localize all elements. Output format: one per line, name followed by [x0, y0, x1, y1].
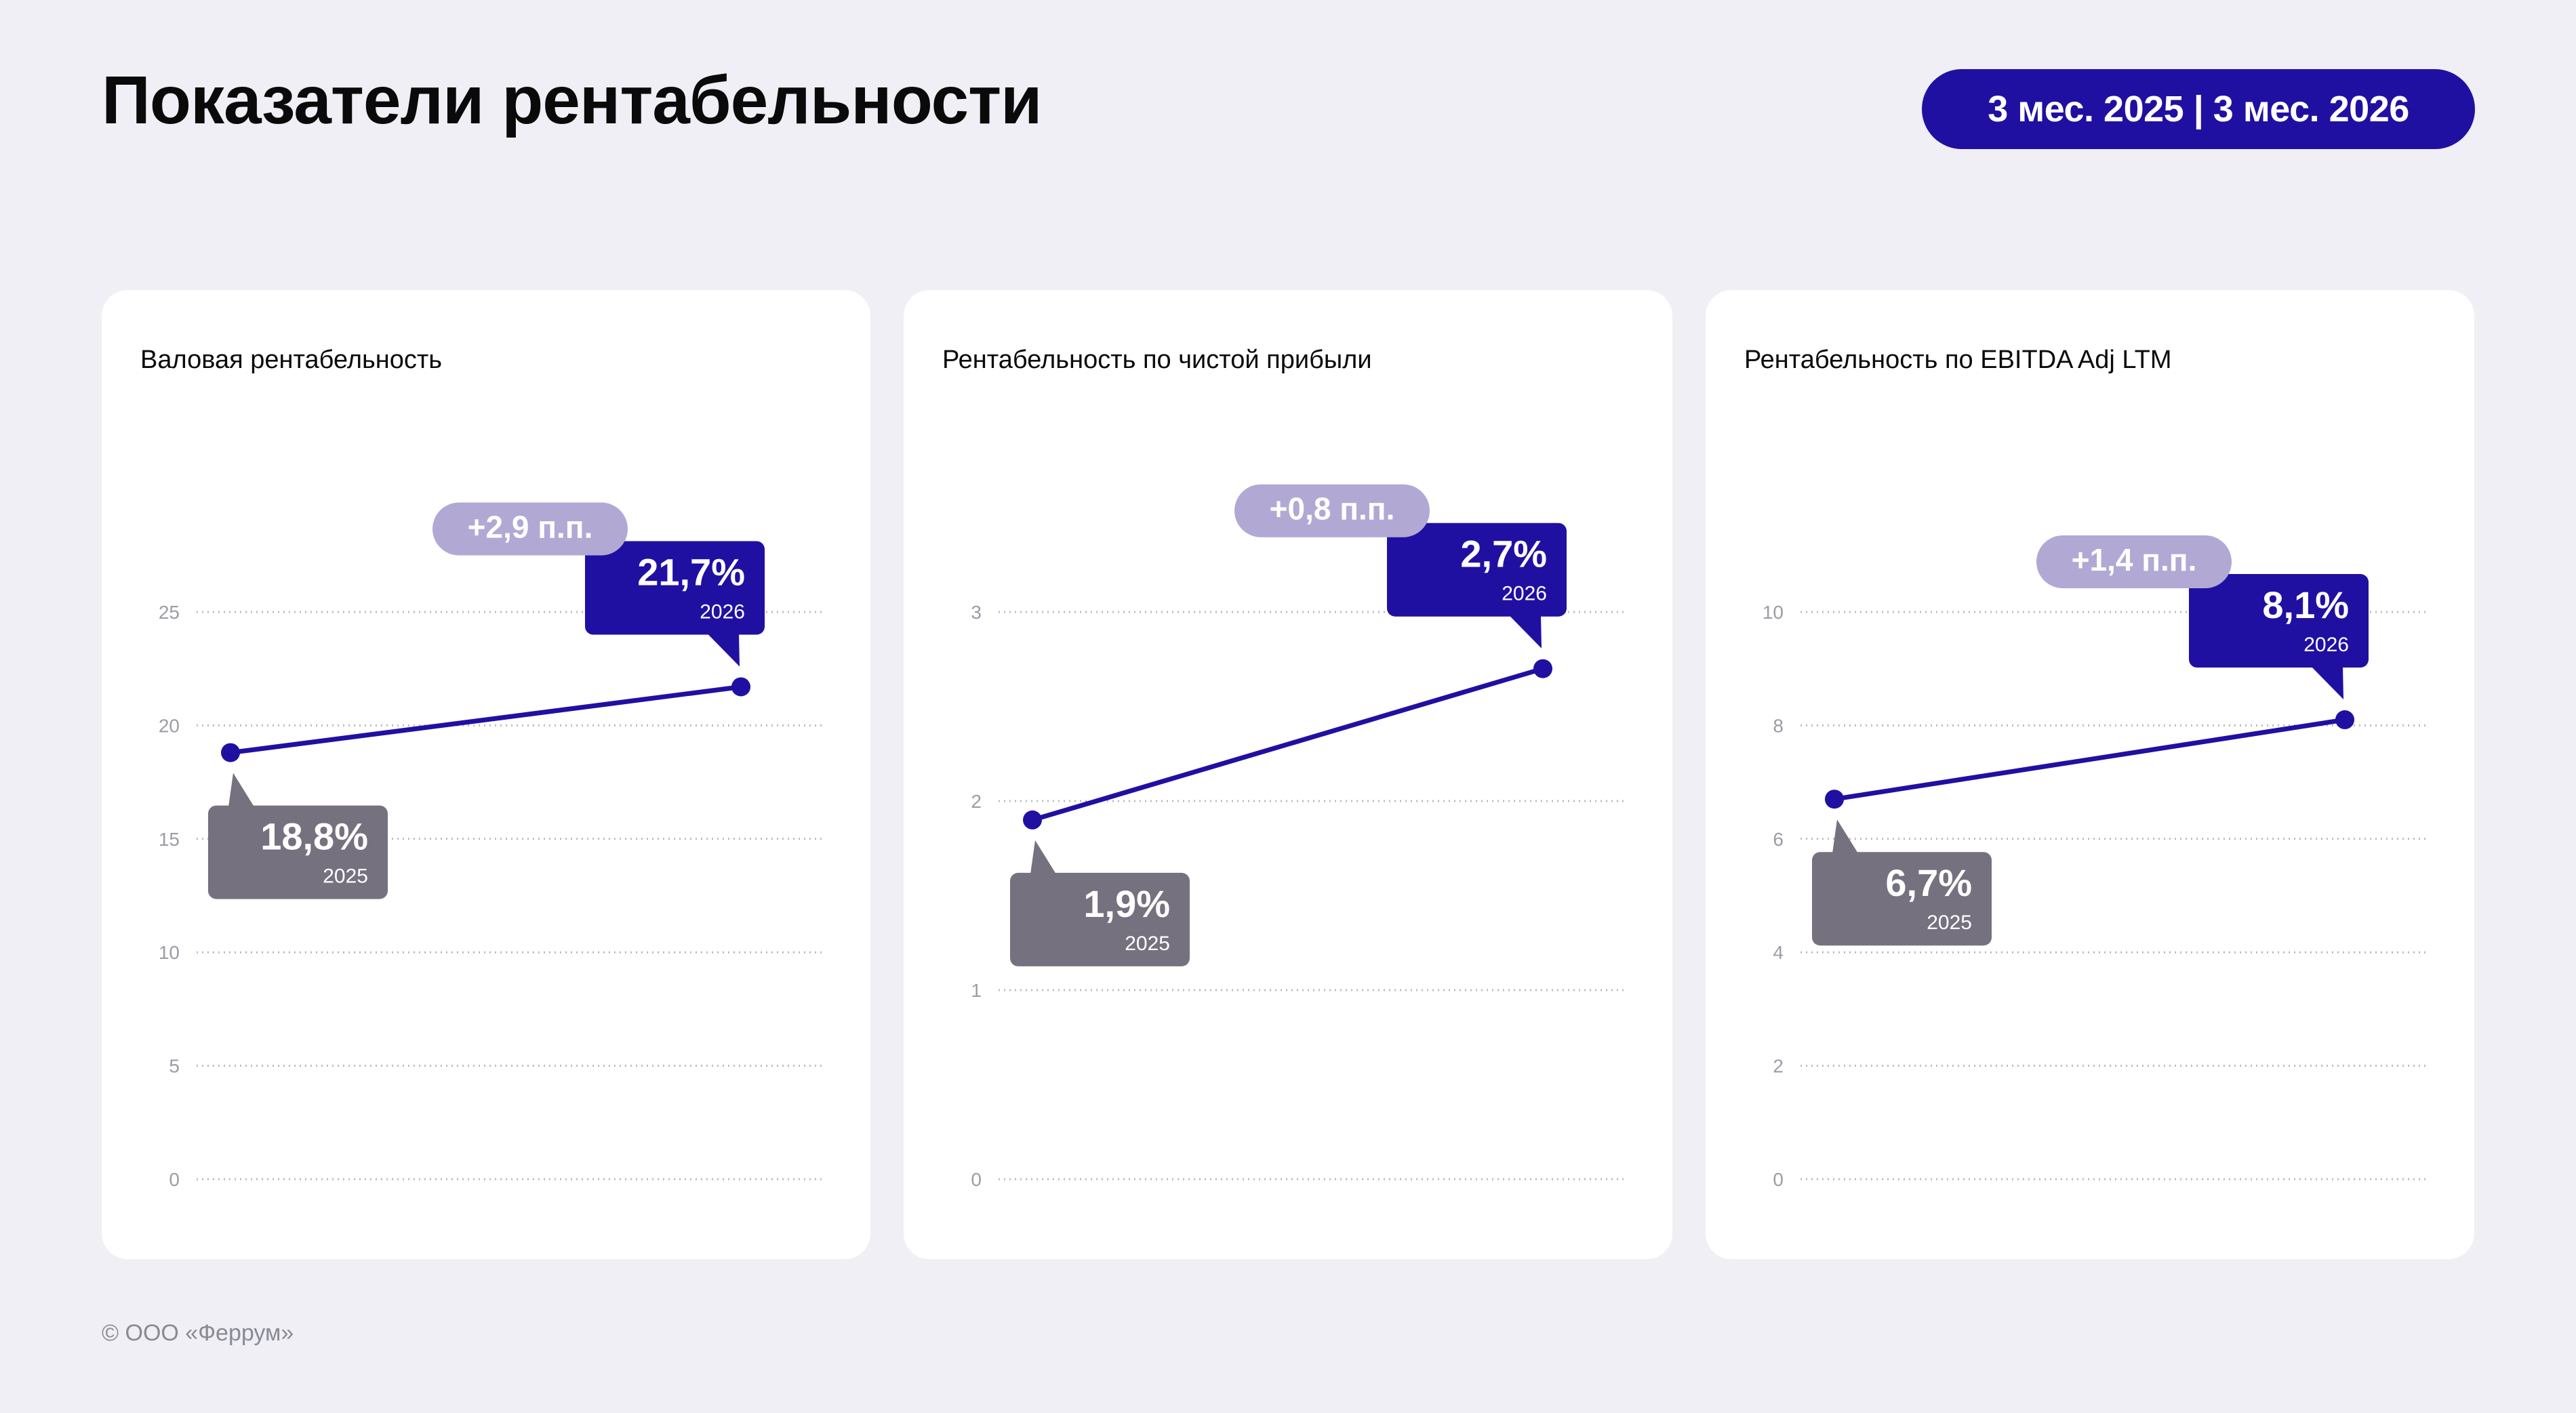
data-point-2026	[731, 677, 750, 697]
year-label-2025: 2025	[323, 865, 368, 888]
chart-svg: 0 2 4 6 8 10 6,7% 2025 8,1% 2026 +1,4 п.п.	[1763, 535, 2428, 1190]
callout-pointer	[2311, 666, 2343, 700]
y-tick-label: 2	[1773, 1056, 1784, 1077]
chart-card-ebitda-margin: Рентабельность по EBITDA Adj LTM 0 2 4 6 8 10…	[1706, 290, 2474, 1259]
year-label-2025: 2025	[1125, 933, 1170, 955]
callout-pointer	[228, 773, 254, 807]
y-tick-label: 20	[159, 715, 180, 736]
callout-pointer	[1509, 615, 1542, 649]
callout-2025	[1010, 872, 1190, 966]
y-tick-label: 15	[159, 829, 180, 850]
data-point-2026	[2335, 710, 2354, 730]
series-line	[228, 684, 744, 756]
callout-pointer	[707, 633, 740, 667]
chart-title: Валовая рентабельность	[140, 346, 443, 374]
page-title: Показатели рентабельности	[102, 62, 1043, 138]
value-label-2026: 21,7%	[637, 550, 745, 593]
year-label-2025: 2025	[1927, 912, 1972, 934]
delta-label: +1,4 п.п.	[2072, 542, 2197, 577]
callout-2026	[585, 541, 765, 635]
chart-title: Рентабельность по EBITDA Adj LTM	[1744, 346, 2172, 374]
data-point-2025	[1023, 810, 1042, 830]
chart-title: Рентабельность по чистой прибыли	[942, 346, 1372, 374]
callout-2025	[1812, 852, 1992, 946]
year-label-2026: 2026	[1502, 583, 1547, 605]
value-label-2025: 6,7%	[1885, 861, 1972, 904]
delta-label: +0,8 п.п.	[1270, 491, 1395, 527]
period-badge: 3 мес. 2025 | 3 мес. 2026	[1922, 69, 2475, 149]
delta-badge	[2036, 535, 2232, 589]
callout-pointer	[1030, 840, 1056, 874]
y-tick-label: 10	[1763, 602, 1784, 623]
value-label-2026: 8,1%	[2262, 583, 2349, 626]
year-label-2026: 2026	[2303, 634, 2349, 656]
callout-2025	[208, 805, 388, 899]
y-tick-label: 0	[971, 1169, 982, 1190]
y-tick-label: 1	[971, 980, 982, 1001]
value-label-2025: 18,8%	[260, 815, 368, 858]
delta-badge	[432, 502, 628, 556]
callout-pointer	[1832, 819, 1858, 854]
y-tick-label: 0	[169, 1169, 180, 1190]
y-tick-label: 2	[971, 791, 982, 812]
data-point-2025	[221, 743, 240, 762]
y-tick-label: 3	[971, 602, 982, 623]
series-line	[1030, 666, 1546, 823]
delta-badge	[1234, 484, 1430, 537]
value-label-2026: 2,7%	[1460, 533, 1547, 575]
callout-2026	[2189, 574, 2369, 668]
y-tick-label: 4	[1773, 942, 1784, 963]
y-tick-label: 5	[169, 1056, 180, 1077]
footer-copyright: © ООО «Феррум»	[102, 1320, 294, 1346]
y-tick-label: 6	[1773, 829, 1784, 850]
chart-svg: 0 1 2 3 1,9% 2025 2,7% 2026 +0,8 п.п.	[971, 484, 1626, 1190]
year-label-2026: 2026	[700, 600, 745, 623]
y-tick-label: 25	[159, 602, 180, 623]
callout-2026	[1387, 523, 1567, 617]
y-tick-label: 10	[159, 942, 180, 963]
chart-card-net-margin: Рентабельность по чистой прибыли 0 1 2 3 1,9…	[904, 290, 1672, 1259]
data-point-2026	[1533, 659, 1552, 678]
value-label-2025: 1,9%	[1083, 882, 1170, 925]
y-tick-label: 8	[1773, 715, 1784, 736]
series-line	[1832, 717, 2348, 802]
y-tick-label: 0	[1773, 1169, 1784, 1190]
chart-card-gross-margin: Валовая рентабельность 0 5 10 15 20 25 18,8% 20…	[102, 290, 870, 1259]
delta-label: +2,9 п.п.	[468, 509, 593, 544]
data-point-2025	[1825, 790, 1844, 809]
